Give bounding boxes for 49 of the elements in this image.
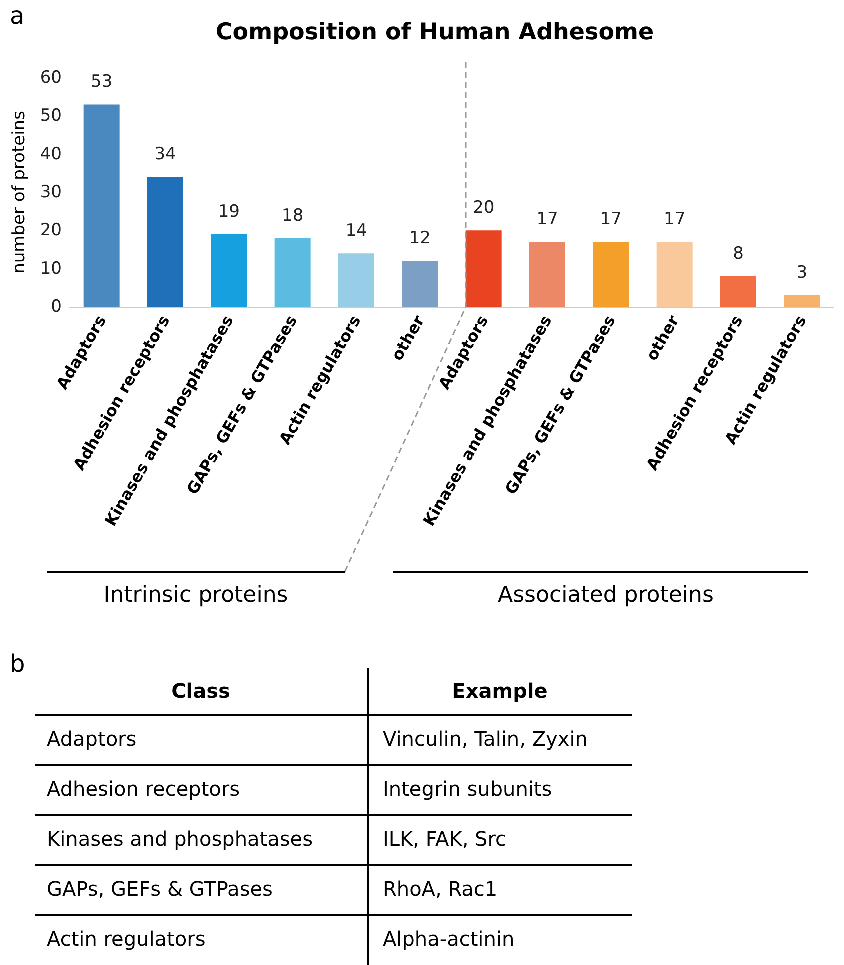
text: RhoA, Rac1 xyxy=(383,877,498,901)
data-label: 53 xyxy=(91,72,113,92)
bar xyxy=(720,276,756,307)
data-label: 17 xyxy=(600,210,622,230)
text: Alpha-actinin xyxy=(383,927,515,951)
data-label: 17 xyxy=(536,210,558,230)
y-tick-label: 40 xyxy=(40,144,62,164)
y-axis-title: number of proteins xyxy=(10,110,30,274)
text: Associated proteins xyxy=(498,583,714,608)
text: Adaptors xyxy=(47,727,137,751)
text: Intrinsic proteins xyxy=(104,583,288,608)
data-label: 17 xyxy=(664,210,686,230)
y-tick-label: 30 xyxy=(40,182,62,202)
bar xyxy=(148,177,184,307)
y-tick-label: 20 xyxy=(40,220,62,241)
data-label: 8 xyxy=(733,244,744,264)
data-label: 12 xyxy=(409,228,431,249)
bar xyxy=(656,242,693,307)
y-tick-label: 50 xyxy=(40,106,62,126)
chart-title: Composition of Human Adhesome xyxy=(216,20,654,46)
data-label: 3 xyxy=(796,263,808,284)
bar xyxy=(402,261,438,307)
data-label: 20 xyxy=(473,198,495,218)
bar xyxy=(530,242,566,307)
y-tick-label: 10 xyxy=(40,258,62,279)
bar xyxy=(84,104,120,307)
text: Class xyxy=(172,679,230,703)
text: a xyxy=(10,2,25,30)
bar xyxy=(593,242,630,307)
text: b xyxy=(10,650,26,678)
text: GAPs, GEFs & GTPases xyxy=(47,877,273,901)
text: Kinases and phosphatases xyxy=(47,827,313,851)
text: Integrin subunits xyxy=(383,777,552,801)
bar xyxy=(338,254,374,307)
y-tick-label: 60 xyxy=(40,68,62,88)
data-label: 19 xyxy=(218,202,240,222)
bar xyxy=(466,230,502,307)
data-label: 34 xyxy=(154,144,176,165)
bar xyxy=(784,296,820,307)
text: Vinculin, Talin, Zyxin xyxy=(383,727,588,751)
text: ILK, FAK, Src xyxy=(383,827,507,851)
data-label: 14 xyxy=(346,221,368,242)
data-label: 18 xyxy=(282,206,304,226)
y-tick-label: 0 xyxy=(51,297,62,317)
text: Example xyxy=(452,679,548,703)
text: Actin regulators xyxy=(47,927,206,951)
text: Adhesion receptors xyxy=(47,777,240,801)
bar xyxy=(274,238,311,307)
bar xyxy=(211,234,248,307)
